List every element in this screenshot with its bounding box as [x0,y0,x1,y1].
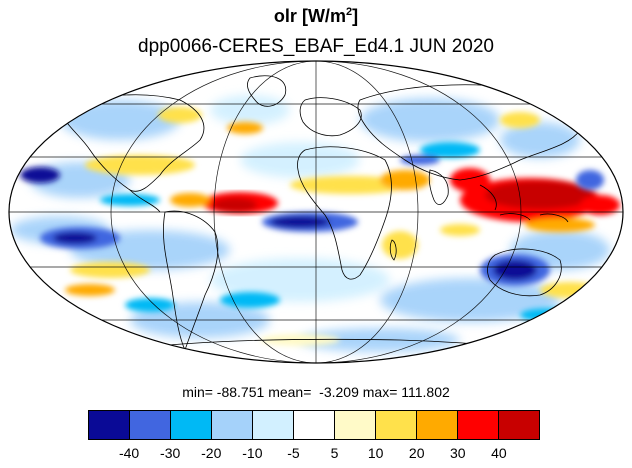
mollweide-map [8,60,624,364]
colorbar-swatch [130,411,171,439]
title-units-suffix: ] [352,6,359,26]
colorbar-swatch [417,411,458,439]
colorbar-swatch [253,411,294,439]
colorbar-swatch [171,411,212,439]
plot-subtitle: dpp0066-CERES_EBAF_Ed4.1 JUN 2020 [138,36,494,57]
colorbar-swatch [89,411,130,439]
colorbar-tick-label: 5 [330,445,339,461]
colorbar-tick-label: 10 [367,445,384,461]
colorbar-swatch [499,411,539,439]
title-variable: olr [273,6,297,26]
title-units-prefix: [W/m [301,6,346,26]
colorbar-tick-label: 40 [491,445,507,461]
colorbar-tick-label: -40 [118,445,140,461]
stat-max: max= 111.802 [362,384,450,400]
stats-line: min= -88.751 mean= -3.209 max= 111.802 [0,384,632,400]
colorbar-ticks: -40 -30 -20 -10 -5 5 10 20 30 40 [88,445,540,463]
plot-title: olr [W/m2] [0,6,632,27]
colorbar-swatch [335,411,376,439]
coastlines [59,75,582,353]
colorbar-swatch [294,411,335,439]
map-border [8,60,624,364]
colorbar-tick-label: -10 [242,445,263,461]
colorbar-swatch [212,411,253,439]
maritime-continent-positive [450,168,620,232]
colorbar-tick-label: -20 [201,445,222,461]
colorbar-tick-label: -5 [287,445,300,461]
graticule [9,61,623,363]
colorbar-tick-label: 20 [408,445,425,461]
stat-mean: mean= -3.209 [268,384,359,400]
west-africa-positive [170,192,278,214]
colorbar-swatch [376,411,417,439]
colorbar-swatch [458,411,499,439]
title-units-exponent: 2 [345,6,353,18]
negative-patches [20,142,604,322]
stat-min: min= -88.751 [182,384,265,400]
map-field [9,61,623,363]
colorbar-tick-label: -30 [160,445,181,461]
colorbar [88,410,540,440]
colorbar-tick-label: 30 [450,445,466,461]
